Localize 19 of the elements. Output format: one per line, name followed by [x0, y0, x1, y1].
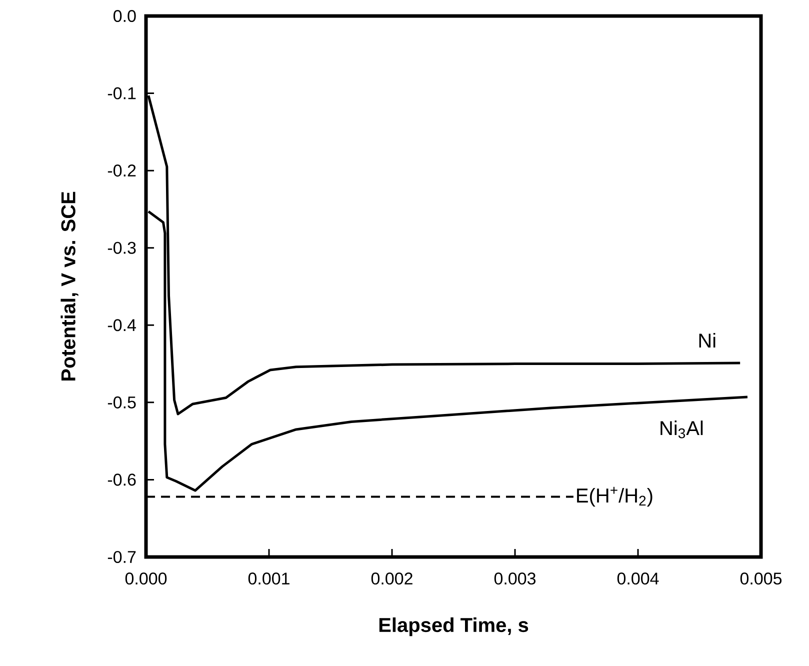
x-axis-title: Elapsed Time, s	[379, 617, 528, 636]
x-tick-label: 0.004	[617, 572, 659, 585]
x-tick-label: 0.002	[371, 572, 412, 585]
series-label: Ni	[699, 332, 716, 348]
y-tick-label: -0.4	[108, 319, 136, 332]
y-tick-label: -0.5	[108, 396, 136, 408]
y-axis-title: Potential, V vs. SCE	[60, 192, 78, 381]
y-tick-label: 0.0	[114, 10, 136, 22]
ref-line-label: E(H$^{+}$/H$_{2}$)	[577, 486, 652, 507]
x-tick-label: 0.001	[248, 572, 290, 585]
series-label: Ni$_{3}$Al	[660, 420, 703, 438]
y-tick-label: -0.3	[108, 242, 136, 254]
x-tick-label: 0.003	[494, 572, 536, 585]
y-tick-label: -0.6	[108, 474, 136, 486]
x-tick-label: 0.005	[740, 572, 782, 585]
y-tick-label: -0.1	[108, 87, 136, 100]
x-tick-label: 0.000	[125, 572, 167, 585]
y-tick-label: -0.2	[108, 164, 136, 177]
y-tick-label: -0.7	[108, 550, 136, 564]
